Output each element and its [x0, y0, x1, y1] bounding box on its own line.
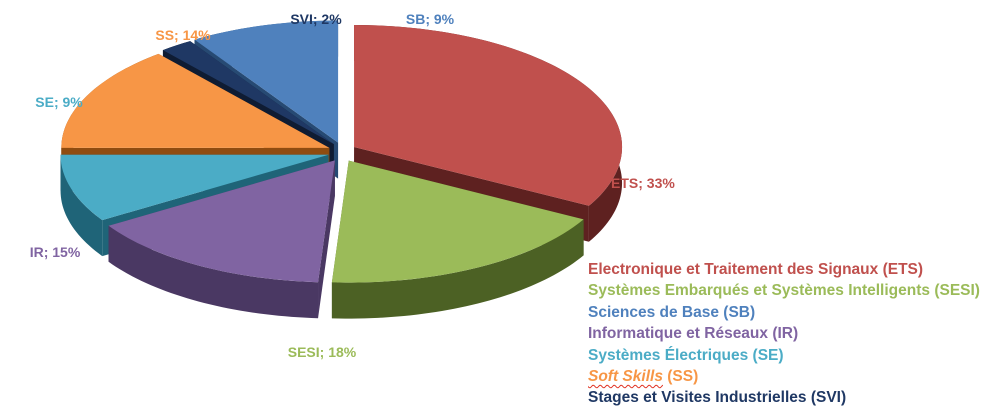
slice-label-ets: ETS; 33%	[611, 175, 675, 191]
legend-item-svi: Stages et Visites Industrielles (SVI)	[588, 389, 847, 407]
legend-item-ir: Informatique et Réseaux (IR)	[588, 325, 799, 343]
slice-se	[60, 154, 329, 221]
legend-item-sesi: Systèmes Embarqués et Systèmes Intellige…	[588, 282, 980, 300]
slice-label-svi: SVI; 2%	[290, 11, 342, 27]
legend-item-ss: Soft Skills (SS)	[588, 366, 1003, 387]
slice-label-se: SE; 9%	[35, 94, 83, 110]
legend: Electronique et Traitement des Signaux (…	[588, 259, 1003, 409]
slice-sesi	[331, 160, 584, 283]
legend-item-sb: Sciences de Base (SB)	[588, 303, 756, 321]
slice-label-sesi: SESI; 18%	[288, 344, 357, 360]
pie-tops	[60, 20, 623, 283]
slice-label-ss: SS; 14%	[155, 27, 211, 43]
slice-ir	[108, 160, 335, 283]
slice-ss	[61, 53, 330, 148]
legend-item-ss-soft: Soft Skills	[588, 368, 663, 386]
legend-item-ss-suffix: (SS)	[662, 368, 699, 386]
slice-label-ir: IR; 15%	[30, 244, 81, 260]
legend-item-se: Systèmes Électriques (SE)	[588, 346, 784, 364]
pie-labels: ETS; 33% SESI; 18% IR; 15% SE; 9% SS; 14% SVI…	[30, 11, 676, 360]
slice-label-sb: SB; 9%	[406, 11, 455, 27]
legend-item-ets: Electronique et Traitement des Signaux (…	[588, 261, 924, 278]
slice-ets	[354, 25, 623, 206]
slice-svi	[162, 41, 334, 145]
slice-sb	[194, 20, 339, 143]
